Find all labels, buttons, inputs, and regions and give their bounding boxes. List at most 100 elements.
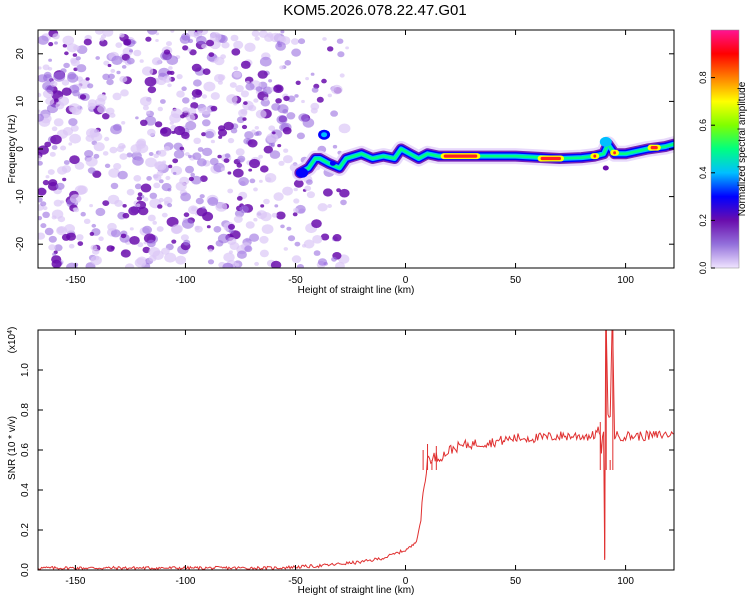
noise-blob (133, 175, 142, 182)
noise-blob (207, 197, 219, 206)
noise-blob (255, 109, 267, 119)
noise-blob (332, 234, 342, 242)
noise-blob (253, 217, 258, 222)
x-tick-label: -100 (175, 576, 195, 587)
noise-blob (237, 155, 246, 163)
noise-blob (77, 185, 88, 195)
noise-blob (163, 196, 173, 205)
noise-blob (208, 52, 215, 57)
noise-blob (293, 187, 298, 192)
noise-blob (306, 179, 313, 185)
noise-blob (226, 94, 238, 104)
noise-blob (57, 96, 70, 106)
noise-blob (214, 74, 225, 83)
noise-blob (60, 68, 67, 74)
noise-blob (99, 37, 105, 42)
noise-blob (76, 64, 87, 73)
noise-blob (293, 198, 300, 204)
noise-blob (241, 124, 248, 130)
noise-blob (95, 30, 104, 35)
y-tick-label: 0.2 (20, 523, 31, 537)
noise-blob (223, 158, 230, 164)
noise-blob (286, 112, 296, 120)
noise-blob (44, 227, 54, 236)
noise-blob (235, 263, 240, 267)
noise-blob (263, 198, 270, 205)
x-tick-label: 0 (403, 275, 409, 286)
noise-blob (107, 222, 117, 231)
noise-blob (258, 154, 263, 159)
noise-blob (142, 105, 149, 111)
noise-blob (268, 79, 273, 83)
noise-blob (327, 204, 332, 208)
y-tick-label: 0 (15, 146, 26, 152)
noise-blob (270, 144, 275, 148)
noise-blob (292, 212, 298, 217)
noise-blob (181, 86, 187, 91)
noise-blob (45, 97, 55, 105)
noise-blob (123, 38, 132, 46)
noise-blob (118, 143, 126, 149)
noise-blob (201, 206, 206, 210)
noise-blob (202, 68, 211, 75)
noise-blob (181, 218, 194, 229)
noise-blob (102, 151, 109, 156)
noise-blob (57, 216, 66, 223)
snr-x-ticks: -150 -100 -50 0 50 100 (65, 330, 634, 587)
noise-blob (145, 157, 157, 168)
noise-blob (239, 205, 249, 214)
noise-blob (152, 173, 159, 179)
noise-blob (327, 46, 334, 52)
noise-blob (202, 119, 211, 127)
noise-blob (236, 250, 247, 259)
noise-blob (210, 105, 218, 112)
noise-blob (166, 55, 179, 65)
noise-blob (190, 102, 199, 109)
signal-blob (602, 165, 609, 171)
noise-blob (46, 103, 59, 114)
noise-blob (97, 105, 107, 114)
noise-blob (320, 233, 330, 241)
noise-blob (72, 90, 80, 97)
noise-blob (51, 145, 58, 150)
noise-blob (261, 224, 274, 235)
noise-blob (61, 79, 70, 86)
noise-blob (109, 146, 118, 154)
noise-blob (85, 77, 90, 81)
spectrogram-y-ticks: -20 -10 0 10 20 (15, 48, 674, 251)
noise-blob (157, 106, 163, 112)
noise-blob (93, 153, 100, 159)
noise-blob (301, 99, 305, 104)
noise-blob (135, 203, 141, 207)
noise-blob (107, 73, 115, 80)
noise-blob (70, 58, 80, 67)
noise-blob (169, 121, 174, 125)
noise-blob (228, 250, 233, 254)
x-tick-label: -50 (288, 275, 303, 286)
noise-blob (179, 35, 191, 44)
noise-blob (185, 165, 194, 174)
noise-blob (119, 32, 125, 38)
x-tick-label: -150 (65, 275, 85, 286)
noise-blob (195, 89, 202, 96)
noise-blob (98, 236, 104, 241)
signal-hotspot-red (540, 156, 561, 161)
noise-blob (102, 30, 114, 37)
noise-blob (79, 94, 87, 100)
noise-blob (191, 63, 202, 72)
noise-blob (331, 256, 337, 262)
noise-blob (140, 96, 152, 107)
noise-blob (209, 32, 222, 42)
figure-title: KOM5.2026.078.22.47.G01 (283, 2, 466, 19)
noise-blob (193, 79, 202, 87)
noise-blob (102, 200, 110, 207)
noise-blob (278, 160, 285, 166)
noise-blob (83, 38, 92, 46)
noise-blob (38, 66, 42, 70)
x-tick-label: 50 (510, 576, 522, 587)
noise-blob (321, 78, 327, 84)
noise-blob (102, 113, 110, 120)
noise-blob (190, 172, 195, 177)
noise-blob (86, 128, 98, 138)
noise-blob (170, 108, 183, 119)
